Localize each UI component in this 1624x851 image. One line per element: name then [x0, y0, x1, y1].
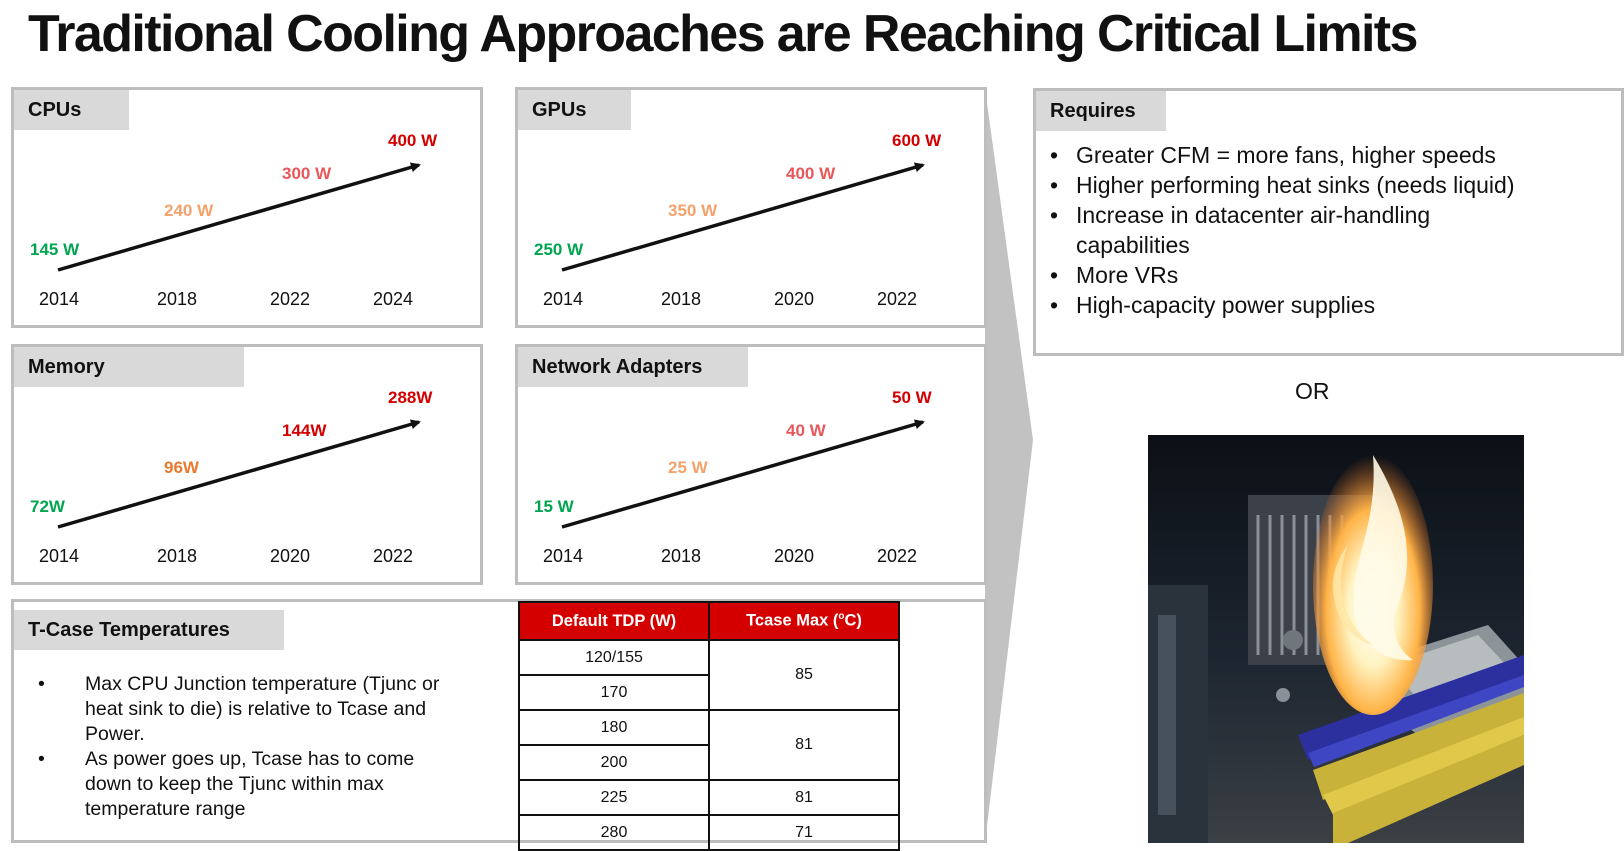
value-label: 96W: [164, 458, 200, 477]
cpus-tab: CPUs: [14, 90, 129, 130]
x-tick-label: 2024: [373, 289, 413, 309]
x-tick-label: 2022: [373, 546, 413, 566]
trend-arrow: [57, 162, 421, 272]
page-title: Traditional Cooling Approaches are Reach…: [28, 5, 1418, 63]
x-tick-label: 2014: [543, 289, 583, 309]
network-adapters-panel: Network Adapters 15 W 25 W 40 W 50 W 2014 201…: [515, 344, 987, 585]
network-adapters-chart: 15 W 25 W 40 W 50 W 2014 2018 2020 2022: [534, 388, 933, 566]
value-label: 600 W: [892, 131, 942, 150]
value-label: 300 W: [282, 164, 332, 183]
cpus-chart: 145 W 240 W 300 W 400 W 2014 2018 2022 2024: [30, 131, 438, 309]
table-row: 170: [518, 674, 899, 711]
tdp-cell: 170: [518, 674, 710, 711]
tdp-cell: 180: [518, 709, 710, 746]
value-label: 40 W: [786, 421, 827, 440]
x-tick-label: 2022: [877, 546, 917, 566]
memory-tab: Memory: [14, 347, 244, 387]
x-tick-label: 2020: [774, 546, 814, 566]
requires-bullet: High-capacity power supplies: [1050, 290, 1546, 320]
requires-bullets: Greater CFM = more fans, higher speeds H…: [1050, 140, 1546, 320]
table-header-tdp: Default TDP (W): [518, 601, 710, 641]
table-header-row: Default TDP (W) Tcase Max (oC): [518, 601, 900, 641]
table-header-tcase: Tcase Max (oC): [708, 601, 900, 641]
table-row: 280 71: [518, 814, 900, 851]
requires-bullet: Higher performing heat sinks (needs liqu…: [1050, 170, 1546, 200]
value-label: 72W: [30, 497, 66, 516]
x-tick-label: 2018: [157, 546, 197, 566]
x-tick-label: 2014: [39, 289, 79, 309]
memory-chart: 72W 96W 144W 288W 2014 2018 2020 2022: [30, 388, 433, 566]
network-adapters-tab: Network Adapters: [518, 347, 748, 387]
tcase-cell: 81: [708, 779, 900, 816]
tdp-cell: 280: [518, 814, 710, 851]
table-row: 200: [518, 744, 899, 781]
tcase-cell: 85: [708, 639, 900, 711]
cpus-panel: CPUs 145 W 240 W 300 W 400 W 2014 2018 2022 202…: [11, 87, 483, 328]
burning-motherboard-photo: [1148, 435, 1524, 843]
value-label: 250 W: [534, 240, 584, 259]
value-label: 25 W: [668, 458, 709, 477]
x-tick-label: 2014: [543, 546, 583, 566]
tdp-cell: 200: [518, 744, 710, 781]
x-tick-label: 2018: [157, 289, 197, 309]
tcase-bullets: Max CPU Junction temperature (Tjunc or h…: [28, 672, 465, 822]
tdp-cell: 120/155: [518, 639, 710, 676]
requires-bullet: Increase in datacenter air-handling capa…: [1050, 200, 1546, 260]
trend-arrow: [561, 419, 925, 529]
value-label: 240 W: [164, 201, 214, 220]
tcase-bullet-1: Max CPU Junction temperature (Tjunc or h…: [28, 672, 465, 747]
or-label: OR: [1295, 378, 1330, 404]
value-label: 400 W: [388, 131, 438, 150]
value-label: 144W: [282, 421, 327, 440]
x-tick-label: 2022: [270, 289, 310, 309]
memory-panel: Memory 72W 96W 144W 288W 2014 2018 2020 2022: [11, 344, 483, 585]
requires-bullet: More VRs: [1050, 260, 1546, 290]
trend-arrow: [57, 419, 421, 529]
value-label: 288W: [388, 388, 433, 407]
value-label: 145 W: [30, 240, 80, 259]
table-row: 180 81: [518, 709, 900, 781]
x-tick-label: 2020: [774, 289, 814, 309]
gpus-tab: GPUs: [518, 90, 631, 130]
gpus-panel: GPUs 250 W 350 W 400 W 600 W 2014 2018 2020 202…: [515, 87, 987, 328]
table-row: 120/155 85: [518, 639, 900, 711]
tdp-cell: 225: [518, 779, 710, 816]
x-tick-label: 2014: [39, 546, 79, 566]
value-label: 50 W: [892, 388, 933, 407]
requires-bullet: Greater CFM = more fans, higher speeds: [1050, 140, 1546, 170]
requires-tab: Requires: [1036, 91, 1166, 131]
tdp-tcase-table: Default TDP (W) Tcase Max (oC) 120/155 8…: [518, 601, 900, 851]
value-label: 400 W: [786, 164, 836, 183]
tcase-tab: T-Case Temperatures: [14, 610, 284, 650]
x-tick-label: 2018: [661, 289, 701, 309]
value-label: 350 W: [668, 201, 718, 220]
value-label: 15 W: [534, 497, 575, 516]
tcase-bullet-2: As power goes up, Tcase has to come down…: [28, 747, 465, 822]
table-row: 225 81: [518, 779, 900, 816]
tcase-cell: 71: [708, 814, 900, 851]
x-tick-label: 2020: [270, 546, 310, 566]
trend-arrow: [561, 162, 925, 272]
gpus-chart: 250 W 350 W 400 W 600 W 2014 2018 2020 2022: [534, 131, 942, 309]
tcase-cell: 81: [708, 709, 900, 781]
x-tick-label: 2018: [661, 546, 701, 566]
x-tick-label: 2022: [877, 289, 917, 309]
